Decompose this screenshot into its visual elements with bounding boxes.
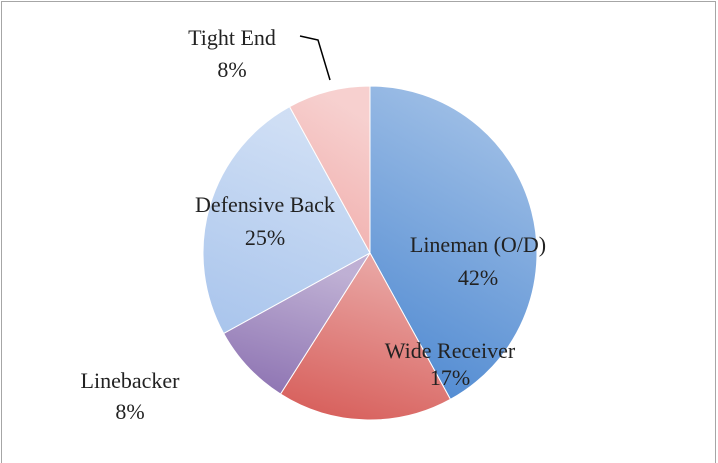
pie-slice	[202, 105, 371, 335]
slice-value-label: 8%	[217, 57, 246, 82]
leader-line	[299, 35, 331, 81]
slice-value-label: 25%	[245, 225, 285, 250]
pie-slice	[288, 85, 371, 254]
slice-label: Defensive Back	[195, 192, 335, 217]
slice-label: Linebacker	[81, 368, 181, 393]
slice-value-label: 8%	[115, 399, 144, 424]
pie-slice	[369, 85, 538, 401]
slice-label: Tight End	[188, 25, 276, 50]
pie-slice	[279, 252, 452, 421]
slice-label: Lineman (O/D)	[410, 232, 546, 257]
slice-value-label: 42%	[458, 265, 498, 290]
slice-value-label: 17%	[430, 365, 470, 390]
slice-label: Wide Receiver	[385, 338, 516, 363]
